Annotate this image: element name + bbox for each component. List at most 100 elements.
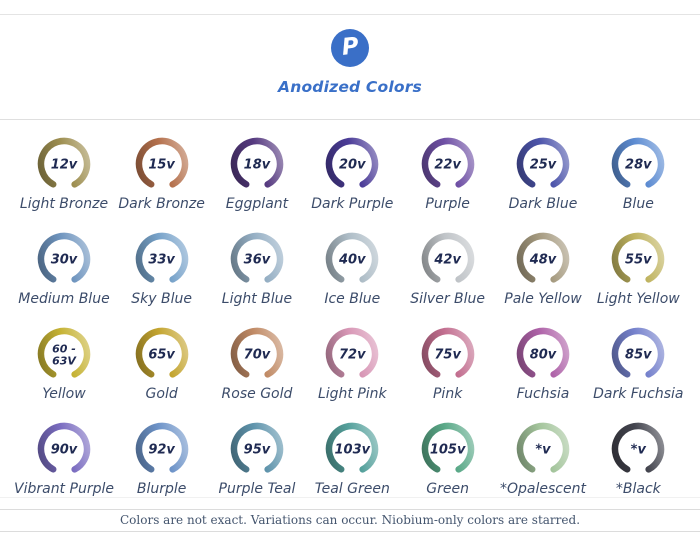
voltage-label: 48v [529, 252, 557, 268]
color-cell: 28v Blue [591, 131, 686, 226]
ring-icon: 72v [320, 327, 384, 385]
color-name: Ice Blue [324, 291, 381, 307]
color-cell: 15v Dark Bronze [114, 131, 209, 226]
color-name: Purple [425, 196, 470, 212]
voltage-label: 92v [148, 442, 175, 458]
color-name: Rose Gold [221, 386, 293, 402]
p-logo-icon: P [340, 32, 360, 61]
color-cell: 85v Dark Fuchsia [591, 321, 686, 416]
color-name: Green [426, 481, 469, 497]
ring-icon: 12v [32, 137, 96, 195]
ring-icon: 48v [511, 232, 575, 290]
voltage-label: 12v [50, 157, 78, 173]
color-cell: 72v Light Pink [305, 321, 400, 416]
color-cell: 36v Light Blue [209, 226, 304, 321]
page-title: Anodized Colors [278, 78, 422, 96]
voltage-label: *v [535, 442, 551, 458]
color-cell: 65v Gold [114, 321, 209, 416]
ring-icon: 103v [320, 422, 384, 480]
color-cell: 92v Blurple [114, 416, 209, 511]
color-cell: 55v Light Yellow [591, 226, 686, 321]
color-cell: 12v Light Bronze [14, 131, 114, 226]
ring-icon: 95v [225, 422, 289, 480]
voltage-label: 18v [243, 157, 271, 173]
ring-icon: 92v [130, 422, 194, 480]
footer-rule-faint [0, 497, 700, 498]
voltage-label: 105v [429, 442, 466, 458]
color-name: Pale Yellow [504, 291, 582, 307]
ring-icon: 75v [416, 327, 480, 385]
color-name: Blue [622, 196, 654, 212]
voltage-label: 55v [625, 252, 652, 268]
color-name: Blurple [136, 481, 187, 497]
color-name: Fuchsia [516, 386, 570, 402]
color-cell: 42v Silver Blue [400, 226, 495, 321]
color-name: Light Yellow [596, 291, 680, 307]
voltage-label: 103v [334, 442, 371, 458]
color-cell: 25v Dark Blue [495, 131, 590, 226]
color-cell: *v *Opalescent [495, 416, 590, 511]
color-name: Medium Blue [18, 291, 110, 307]
color-name: Sky Blue [131, 291, 192, 307]
voltage-label: 95v [243, 442, 271, 458]
color-cell: 30v Medium Blue [14, 226, 114, 321]
color-cell: 105v Green [400, 416, 495, 511]
color-cell: *v *Black [591, 416, 686, 511]
voltage-label: 20v [339, 157, 366, 173]
ring-icon: 70v [225, 327, 289, 385]
ring-icon: 15v [130, 137, 194, 195]
colors-grid: 12v Light Bronze 15v Dark Bronze 18v Eggplant… [14, 131, 686, 511]
voltage-label: 33v [148, 252, 175, 268]
voltage-label: 40v [339, 252, 366, 268]
ring-icon: 22v [416, 137, 480, 195]
voltage-label: 60 - 63V [52, 342, 76, 367]
ring-icon: 60 - 63V [32, 327, 96, 385]
color-cell: 80v Fuchsia [495, 321, 590, 416]
voltage-label: 36v [243, 252, 271, 268]
voltage-label: *v [630, 442, 646, 458]
color-cell: 103v Teal Green [305, 416, 400, 511]
voltage-label: 90v [50, 442, 78, 458]
color-cell: 33v Sky Blue [114, 226, 209, 321]
voltage-label: 70v [243, 347, 271, 363]
color-cell: 95v Purple Teal [209, 416, 304, 511]
ring-icon: 40v [320, 232, 384, 290]
color-name: *Opalescent [500, 481, 586, 497]
color-cell: 40v Ice Blue [305, 226, 400, 321]
color-name: Gold [145, 386, 178, 402]
ring-icon: 65v [130, 327, 194, 385]
voltage-label: 85v [625, 347, 652, 363]
disclaimer-text: Colors are not exact. Variations can occ… [119, 513, 581, 527]
color-cell: 22v Purple [400, 131, 495, 226]
color-cell: 20v Dark Purple [305, 131, 400, 226]
color-name: *Black [615, 481, 661, 497]
ring-icon: 28v [606, 137, 670, 195]
ring-icon: 42v [416, 232, 480, 290]
voltage-label: 72v [339, 347, 366, 363]
voltage-label: 28v [625, 157, 652, 173]
color-name: Silver Blue [410, 291, 486, 307]
color-name: Light Bronze [19, 196, 109, 212]
ring-icon: *v [606, 422, 670, 480]
color-name: Purple Teal [218, 481, 296, 497]
ring-icon: 55v [606, 232, 670, 290]
color-name: Teal Green [314, 481, 390, 497]
ring-icon: 33v [130, 232, 194, 290]
header-rule-top [0, 14, 700, 15]
color-cell: 18v Eggplant [209, 131, 304, 226]
footer-rule-top [0, 509, 700, 510]
color-cell: 75v Pink [400, 321, 495, 416]
ring-icon: 30v [32, 232, 96, 290]
color-name: Light Pink [317, 386, 387, 402]
ring-icon: 18v [225, 137, 289, 195]
voltage-label: 22v [434, 157, 461, 173]
ring-icon: 80v [511, 327, 575, 385]
color-name: Pink [432, 386, 463, 402]
voltage-label: 25v [529, 157, 557, 173]
color-name: Dark Purple [311, 196, 394, 212]
header-rule-bottom [0, 119, 700, 120]
color-name: Dark Fuchsia [593, 386, 684, 402]
ring-icon: 36v [225, 232, 289, 290]
ring-icon: 20v [320, 137, 384, 195]
